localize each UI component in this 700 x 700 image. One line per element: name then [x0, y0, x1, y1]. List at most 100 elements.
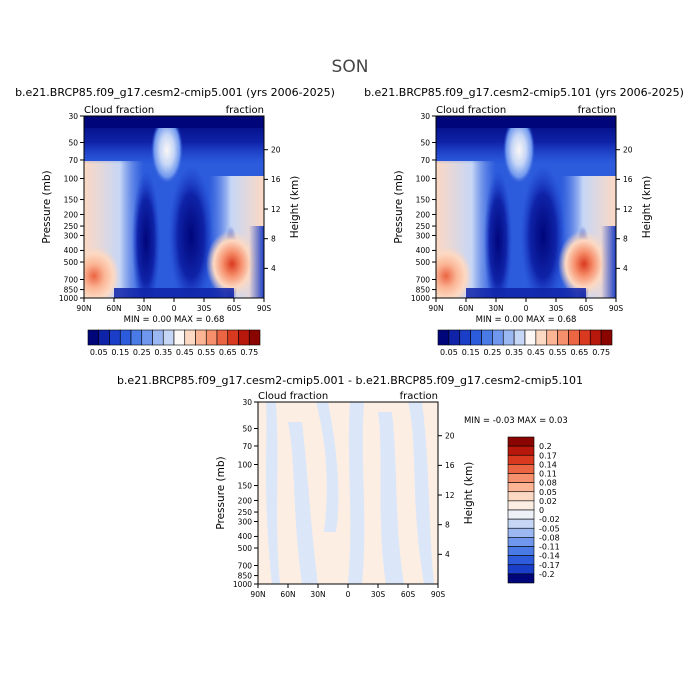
legend-swatch	[152, 329, 164, 346]
y-tick-label: 400	[64, 246, 79, 255]
legend-label: 0.65	[570, 348, 588, 357]
legend-swatch	[216, 329, 229, 346]
y-tick-label: 400	[416, 246, 431, 255]
y-tick-label: 150	[238, 481, 253, 490]
y-tick-label: 250	[416, 222, 431, 231]
x-tick-label: 60N	[106, 304, 121, 313]
legend-label: 0.65	[219, 348, 237, 357]
y-tick-label: 100	[416, 174, 431, 183]
legend-swatch	[119, 329, 132, 346]
legend-swatch	[535, 329, 548, 346]
units-label: fraction	[226, 105, 264, 116]
legend-swatch	[507, 518, 535, 529]
legend-swatch	[481, 329, 493, 346]
legend-swatch	[98, 329, 110, 346]
y-right-tick-label: 8	[271, 234, 276, 243]
legend-label: 0.05	[539, 488, 557, 497]
legend-swatch	[507, 537, 535, 547]
y-tick-label: 200	[64, 210, 79, 219]
y-tick-label: 700	[238, 561, 253, 570]
y-tick-label: 850	[416, 285, 431, 294]
legend-label: 0.11	[539, 470, 557, 479]
y-tick-label: 100	[64, 174, 79, 183]
legend-label: -0.11	[539, 543, 560, 552]
legend-swatch	[470, 329, 482, 346]
x-tick-label: 0	[346, 590, 351, 599]
y-tick-label: 200	[238, 496, 253, 505]
panel-right: b.e21.BRCP85.f09_g17.cesm2-cmip5.101 (yr…	[364, 86, 684, 357]
x-tick-label: 30S	[549, 304, 564, 313]
x-tick-label: 0	[172, 304, 177, 313]
y-tick-label: 400	[238, 532, 253, 541]
legend-swatch	[507, 564, 535, 575]
y-tick-label: 150	[416, 195, 431, 204]
legend-label: 0.14	[539, 460, 557, 469]
panel-title: b.e21.BRCP85.f09_g17.cesm2-cmip5.001 - b…	[117, 374, 583, 387]
legend-label: 0.45	[176, 348, 194, 357]
y-axis-label: Pressure (mb)	[215, 456, 227, 529]
legend-label: -0.02	[539, 515, 560, 524]
y-tick-label: 70	[420, 156, 430, 165]
legend-swatch	[459, 329, 471, 346]
legend-swatch	[507, 555, 535, 566]
min-max-stats: MIN = -0.03 MAX = 0.03	[464, 416, 568, 426]
legend-swatch	[205, 329, 218, 346]
legend-label: 0.2	[539, 442, 552, 451]
y-tick-label: 1000	[59, 294, 78, 303]
y-tick-label: 1000	[411, 294, 430, 303]
x-tick-label: 30N	[488, 304, 503, 313]
contour-field	[84, 116, 264, 298]
legend-swatch	[507, 573, 535, 584]
y-axis-label: Pressure (mb)	[393, 170, 405, 243]
panel-difference: b.e21.BRCP85.f09_g17.cesm2-cmip5.001 - b…	[117, 374, 583, 599]
legend-label: -0.14	[539, 552, 560, 561]
legend-swatch	[507, 436, 535, 447]
legend-swatch	[448, 329, 461, 346]
x-tick-label: 30S	[371, 590, 386, 599]
legend-swatch	[238, 329, 250, 346]
y-right-axis-label: Height (km)	[463, 462, 475, 525]
y-right-tick-label: 8	[445, 520, 450, 529]
legend-label: 0.05	[440, 348, 458, 357]
x-tick-label: 60S	[401, 590, 416, 599]
x-tick-label: 0	[524, 304, 529, 313]
y-right-tick-label: 16	[271, 175, 281, 184]
x-tick-label: 60S	[227, 304, 242, 313]
legend-label: 0.55	[549, 348, 567, 357]
y-tick-label: 70	[68, 156, 78, 165]
contour-field	[436, 116, 616, 298]
y-tick-label: 30	[242, 398, 252, 407]
x-tick-label: 30N	[310, 590, 325, 599]
panel-left: b.e21.BRCP85.f09_g17.cesm2-cmip5.001 (yr…	[15, 86, 335, 357]
y-right-axis-label: Height (km)	[641, 176, 653, 239]
legend-swatch	[507, 500, 535, 511]
y-tick-label: 50	[242, 424, 252, 433]
legend-label: -0.08	[539, 533, 560, 542]
legend-swatch	[437, 329, 450, 346]
legend-label: 0.25	[133, 348, 151, 357]
variable-label: Cloud fraction	[436, 105, 506, 116]
legend-label: 0.25	[483, 348, 501, 357]
legend-swatch	[109, 329, 121, 346]
y-tick-label: 500	[416, 258, 431, 267]
legend-label: -0.2	[539, 570, 555, 579]
legend-label: 0.05	[90, 348, 108, 357]
legend-swatch	[507, 464, 535, 474]
x-tick-label: 90N	[428, 304, 443, 313]
legend-swatch	[507, 527, 535, 538]
y-tick-label: 300	[238, 517, 253, 526]
variable-label: Cloud fraction	[258, 391, 328, 402]
legend-swatch	[195, 329, 207, 346]
variable-label: Cloud fraction	[84, 105, 154, 116]
legend-swatch	[162, 329, 175, 346]
legend-swatch	[173, 329, 186, 346]
legend-swatch	[589, 329, 602, 346]
legend-swatch	[184, 329, 196, 346]
y-axis-label: Pressure (mb)	[41, 170, 53, 243]
y-tick-label: 1000	[233, 580, 252, 589]
x-tick-label: 30S	[197, 304, 212, 313]
y-right-tick-label: 12	[623, 205, 633, 214]
min-max-stats: MIN = 0.00 MAX = 0.68	[124, 315, 225, 325]
y-right-tick-label: 16	[623, 175, 633, 184]
